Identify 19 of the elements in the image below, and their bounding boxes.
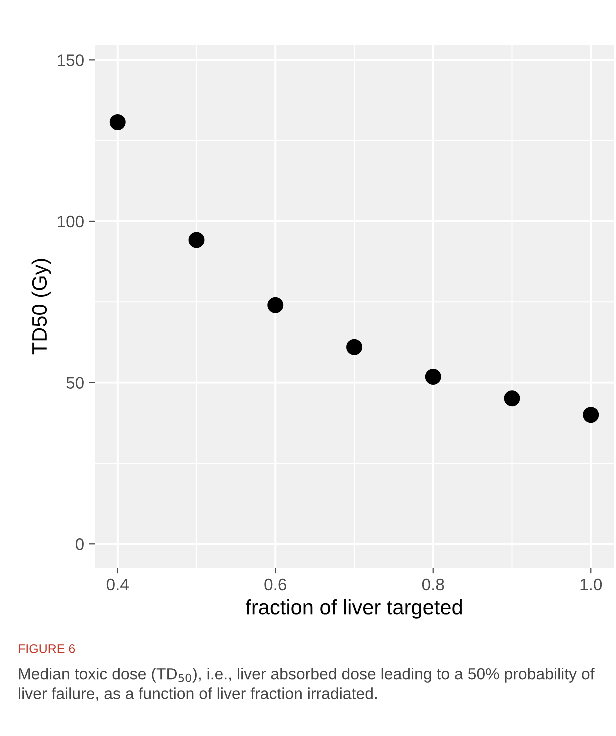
y-tick-label: 0 [76, 538, 84, 550]
point [268, 297, 284, 314]
y-axis-title: TD50 (Gy) [32, 259, 52, 355]
point [110, 114, 126, 130]
y-tick-label: 100 [58, 216, 84, 228]
x-tick-label: 0.4 [106, 578, 129, 591]
y-tick-label: 50 [66, 377, 84, 390]
text: Median toxic dose (TD$_{50}$), i.e., liver absorbed dose leading to a 50% probability of liver failure, as a function of liver fraction irradiated. [19, 668, 595, 702]
x-tick-label: 0.6 [264, 578, 286, 591]
point [504, 390, 520, 407]
point [583, 407, 600, 424]
point [188, 232, 205, 248]
y-tick-label: 150 [58, 54, 84, 66]
point [425, 369, 442, 385]
x-tick-label: 1.0 [580, 578, 602, 591]
caption: FIGURE 6 [19, 644, 76, 654]
x-axis-title: fraction of liver targeted [246, 600, 462, 619]
point [346, 339, 362, 356]
x-tick-label: 0.8 [422, 578, 444, 591]
